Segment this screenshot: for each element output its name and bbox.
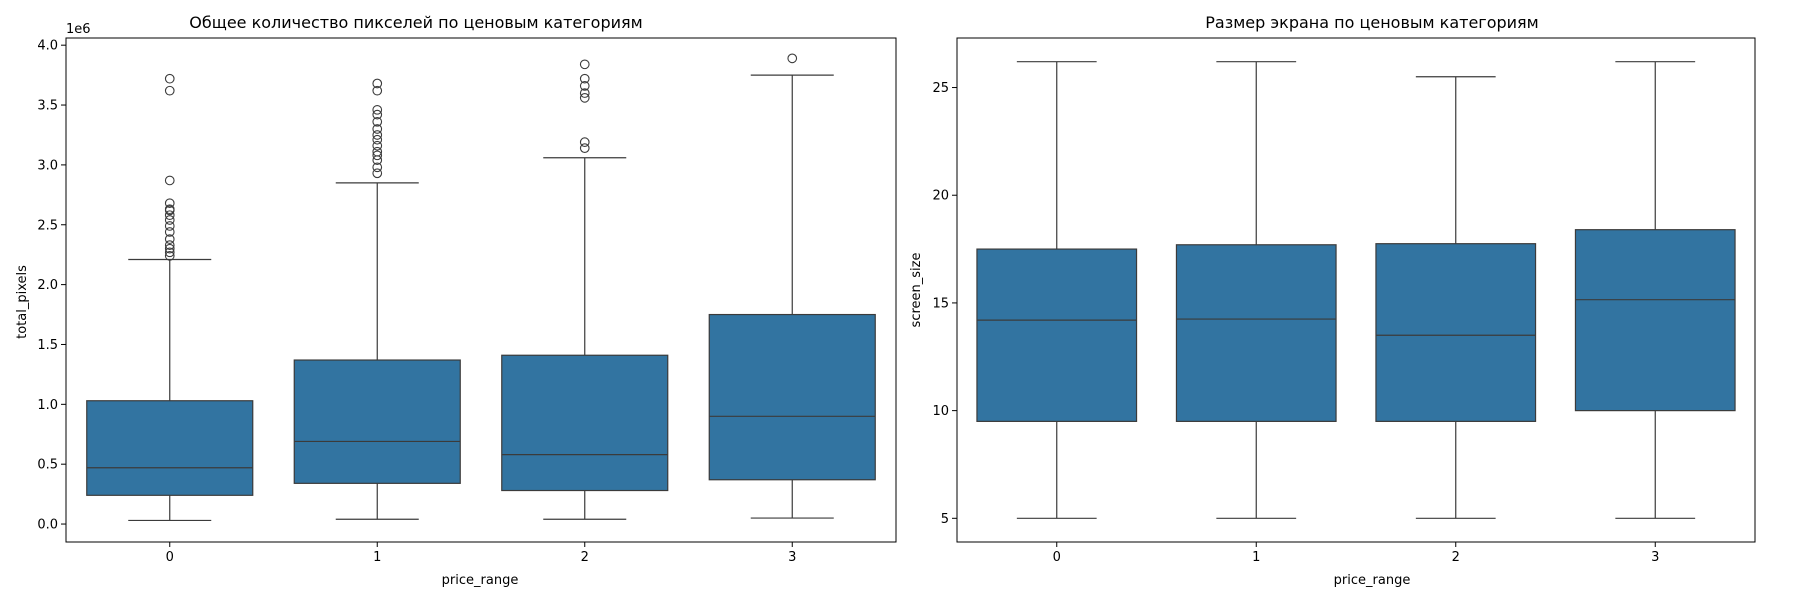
plot-area: 5 10 15 20 25 0 1 2 3	[932, 61, 1736, 565]
outlier-point	[164, 243, 175, 254]
outlier-point	[164, 240, 175, 250]
iqr-box	[1574, 229, 1736, 412]
outlier-point	[164, 215, 175, 225]
outlier-point	[164, 227, 175, 237]
y-tick-label: 4.0	[37, 39, 58, 54]
y-axis-label: screen_size	[909, 253, 924, 328]
y-tick-label: 10	[932, 404, 949, 419]
outlier-point	[164, 175, 175, 186]
outlier-point	[372, 78, 383, 89]
y-tick-label: 5	[941, 512, 949, 527]
x-axis-label: price_range	[442, 573, 519, 588]
outlier-point	[164, 251, 175, 261]
plot-frame	[65, 37, 897, 543]
outlier-point	[372, 124, 383, 134]
x-tick-label: 2	[581, 550, 589, 565]
outlier-point	[164, 247, 175, 258]
iqr-box	[293, 359, 461, 484]
outlier-point	[579, 73, 590, 84]
y-tick-label: 2.5	[37, 218, 58, 233]
y-offset-text: 1e6	[66, 22, 91, 37]
chart-total-pixels: Общее количество пикселей по ценовым кат…	[15, 13, 897, 588]
iqr-box	[501, 354, 669, 492]
outlier-point	[579, 93, 590, 103]
outlier-point	[164, 198, 175, 209]
plot-area: 0.0 0.5 1.0 1.5 2.0 2.5 3.0 3.5 4.0 0 1 2 3	[37, 39, 876, 565]
x-tick-label: 0	[166, 550, 174, 565]
chart-title: Общее количество пикселей по ценовым кат…	[189, 13, 642, 32]
outlier-point	[372, 109, 383, 120]
iqr-box	[976, 248, 1138, 422]
outlier-point	[372, 104, 383, 115]
outlier-point	[164, 204, 175, 215]
outlier-point	[372, 116, 383, 127]
outlier-point	[164, 73, 175, 84]
outlier-point	[164, 210, 175, 221]
y-tick-label: 2.0	[37, 278, 58, 293]
y-tick-label: 3.5	[37, 99, 58, 114]
x-tick-label: 1	[373, 550, 381, 565]
outlier-point	[164, 85, 175, 96]
outlier-point	[579, 88, 590, 98]
x-axis-label: price_range	[1334, 573, 1411, 588]
x-tick-label: 3	[1651, 550, 1659, 565]
chart-title: Размер экрана по ценовым категориям	[1205, 13, 1539, 32]
outlier-point	[579, 81, 590, 91]
x-tick-label: 2	[1452, 550, 1460, 565]
outlier-point	[164, 234, 175, 244]
outlier-point	[372, 130, 383, 140]
y-tick-label: 1.5	[37, 338, 58, 353]
y-tick-label: 3.0	[37, 158, 58, 173]
chart-screen-size: Размер экрана по ценовым категориям pric…	[909, 13, 1756, 588]
outlier-point	[372, 162, 383, 173]
y-tick-label: 20	[932, 189, 949, 204]
outlier-point	[787, 53, 798, 64]
iqr-box	[1175, 244, 1337, 422]
outlier-point	[372, 134, 383, 145]
iqr-box	[86, 400, 254, 496]
x-tick-label: 0	[1053, 550, 1061, 565]
y-tick-label: 15	[932, 296, 949, 311]
y-tick-label: 1.0	[37, 398, 58, 413]
y-tick-label: 0.5	[37, 458, 58, 473]
outlier-point	[372, 140, 383, 151]
y-tick-label: 0.0	[37, 518, 58, 533]
outlier-point	[372, 150, 383, 161]
x-tick-label: 3	[788, 550, 796, 565]
outlier-point	[579, 137, 590, 148]
plot-frame	[956, 37, 1756, 543]
outlier-point	[164, 221, 175, 231]
outlier-point	[372, 85, 383, 96]
outlier-point	[372, 146, 383, 157]
outlier-point	[579, 59, 590, 70]
y-tick-label: 25	[932, 81, 949, 96]
outlier-point	[372, 168, 383, 179]
outlier-point	[579, 143, 590, 153]
x-tick-label: 1	[1252, 550, 1260, 565]
y-axis-label: total_pixels	[15, 265, 30, 339]
iqr-box	[1375, 243, 1537, 422]
iqr-box	[708, 313, 876, 481]
